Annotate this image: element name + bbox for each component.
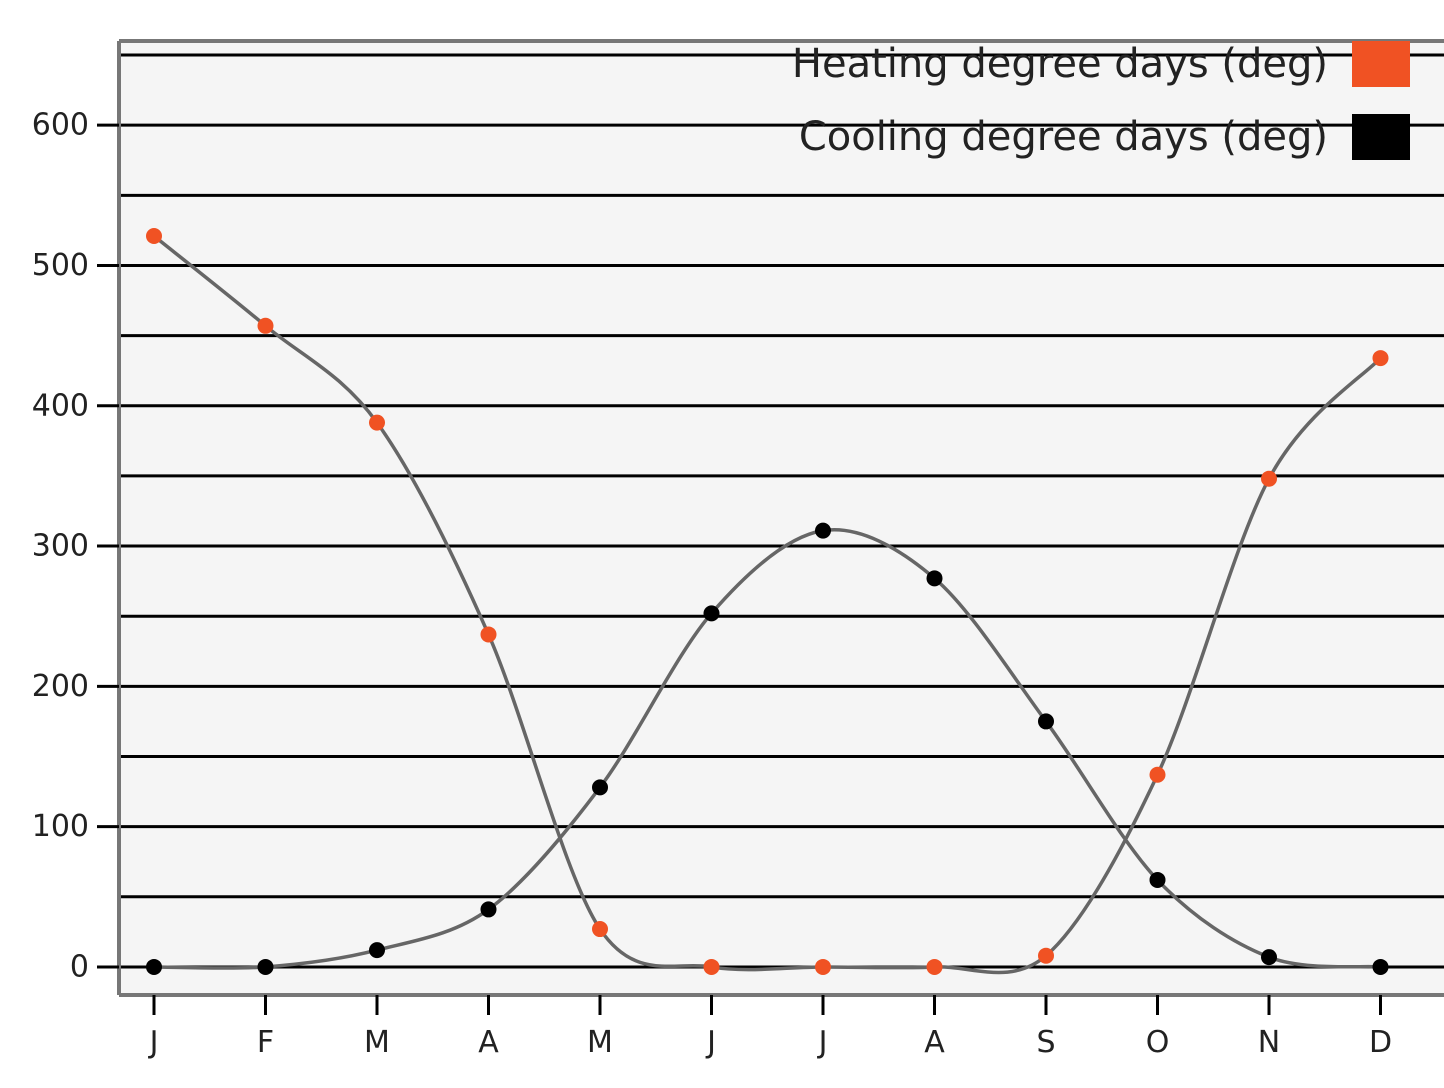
data-point-heating — [592, 921, 608, 938]
x-tick-label: D — [1369, 1025, 1392, 1060]
data-point-heating — [1038, 947, 1054, 964]
legend: Heating degree days (deg) Cooling degree … — [792, 41, 1410, 160]
x-tick-label: A — [478, 1025, 499, 1060]
data-point-cooling — [1149, 871, 1166, 888]
axes: 0 100 200 300 400 500 600 J F M A M J J A S O N D — [32, 39, 1444, 1060]
y-tick-label: 400 — [32, 388, 89, 423]
x-tick-label: N — [1258, 1025, 1280, 1060]
data-point-cooling — [1372, 958, 1389, 975]
x-tick-label: S — [1036, 1025, 1055, 1060]
data-point-heating — [369, 414, 385, 431]
x-tick-label: J — [817, 1025, 828, 1060]
data-point-heating — [1149, 766, 1166, 783]
data-point-heating — [703, 958, 720, 975]
legend-label: Cooling degree days (deg) — [799, 114, 1328, 160]
series-points — [146, 228, 1389, 975]
data-point-cooling — [1261, 949, 1277, 966]
data-point-cooling — [480, 901, 497, 918]
data-point-cooling — [257, 958, 274, 975]
gridlines — [119, 53, 1444, 969]
plot-background — [119, 41, 1444, 995]
x-tick-label: F — [257, 1025, 274, 1060]
y-tick-label: 300 — [32, 529, 89, 564]
x-tick-label: O — [1146, 1025, 1170, 1060]
data-point-heating — [257, 317, 274, 334]
data-point-cooling — [815, 522, 831, 539]
x-tick-label: J — [705, 1025, 716, 1060]
y-tick-label: 600 — [32, 108, 89, 143]
data-point-heating — [480, 626, 497, 643]
legend-swatch — [1352, 41, 1410, 87]
data-point-heating — [926, 958, 943, 975]
data-point-cooling — [703, 605, 720, 622]
data-point-cooling — [926, 570, 943, 587]
data-point-cooling — [146, 958, 162, 975]
legend-swatch — [1352, 114, 1410, 160]
data-point-cooling — [1038, 713, 1054, 730]
x-tick-label: J — [148, 1025, 159, 1060]
y-tick-label: 500 — [32, 248, 89, 283]
y-tick-label: 100 — [32, 809, 89, 844]
legend-label: Heating degree days (deg) — [792, 41, 1328, 87]
x-tick-label: M — [587, 1025, 613, 1060]
data-point-cooling — [369, 942, 385, 959]
data-point-heating — [1372, 350, 1389, 367]
y-tick-label: 200 — [32, 669, 89, 704]
data-point-cooling — [592, 779, 608, 796]
data-point-heating — [146, 228, 162, 245]
y-tick-label: 0 — [70, 949, 89, 984]
data-point-heating — [815, 958, 831, 975]
x-tick-label: M — [364, 1025, 390, 1060]
data-point-heating — [1261, 470, 1277, 487]
x-tick-label: A — [924, 1025, 945, 1060]
